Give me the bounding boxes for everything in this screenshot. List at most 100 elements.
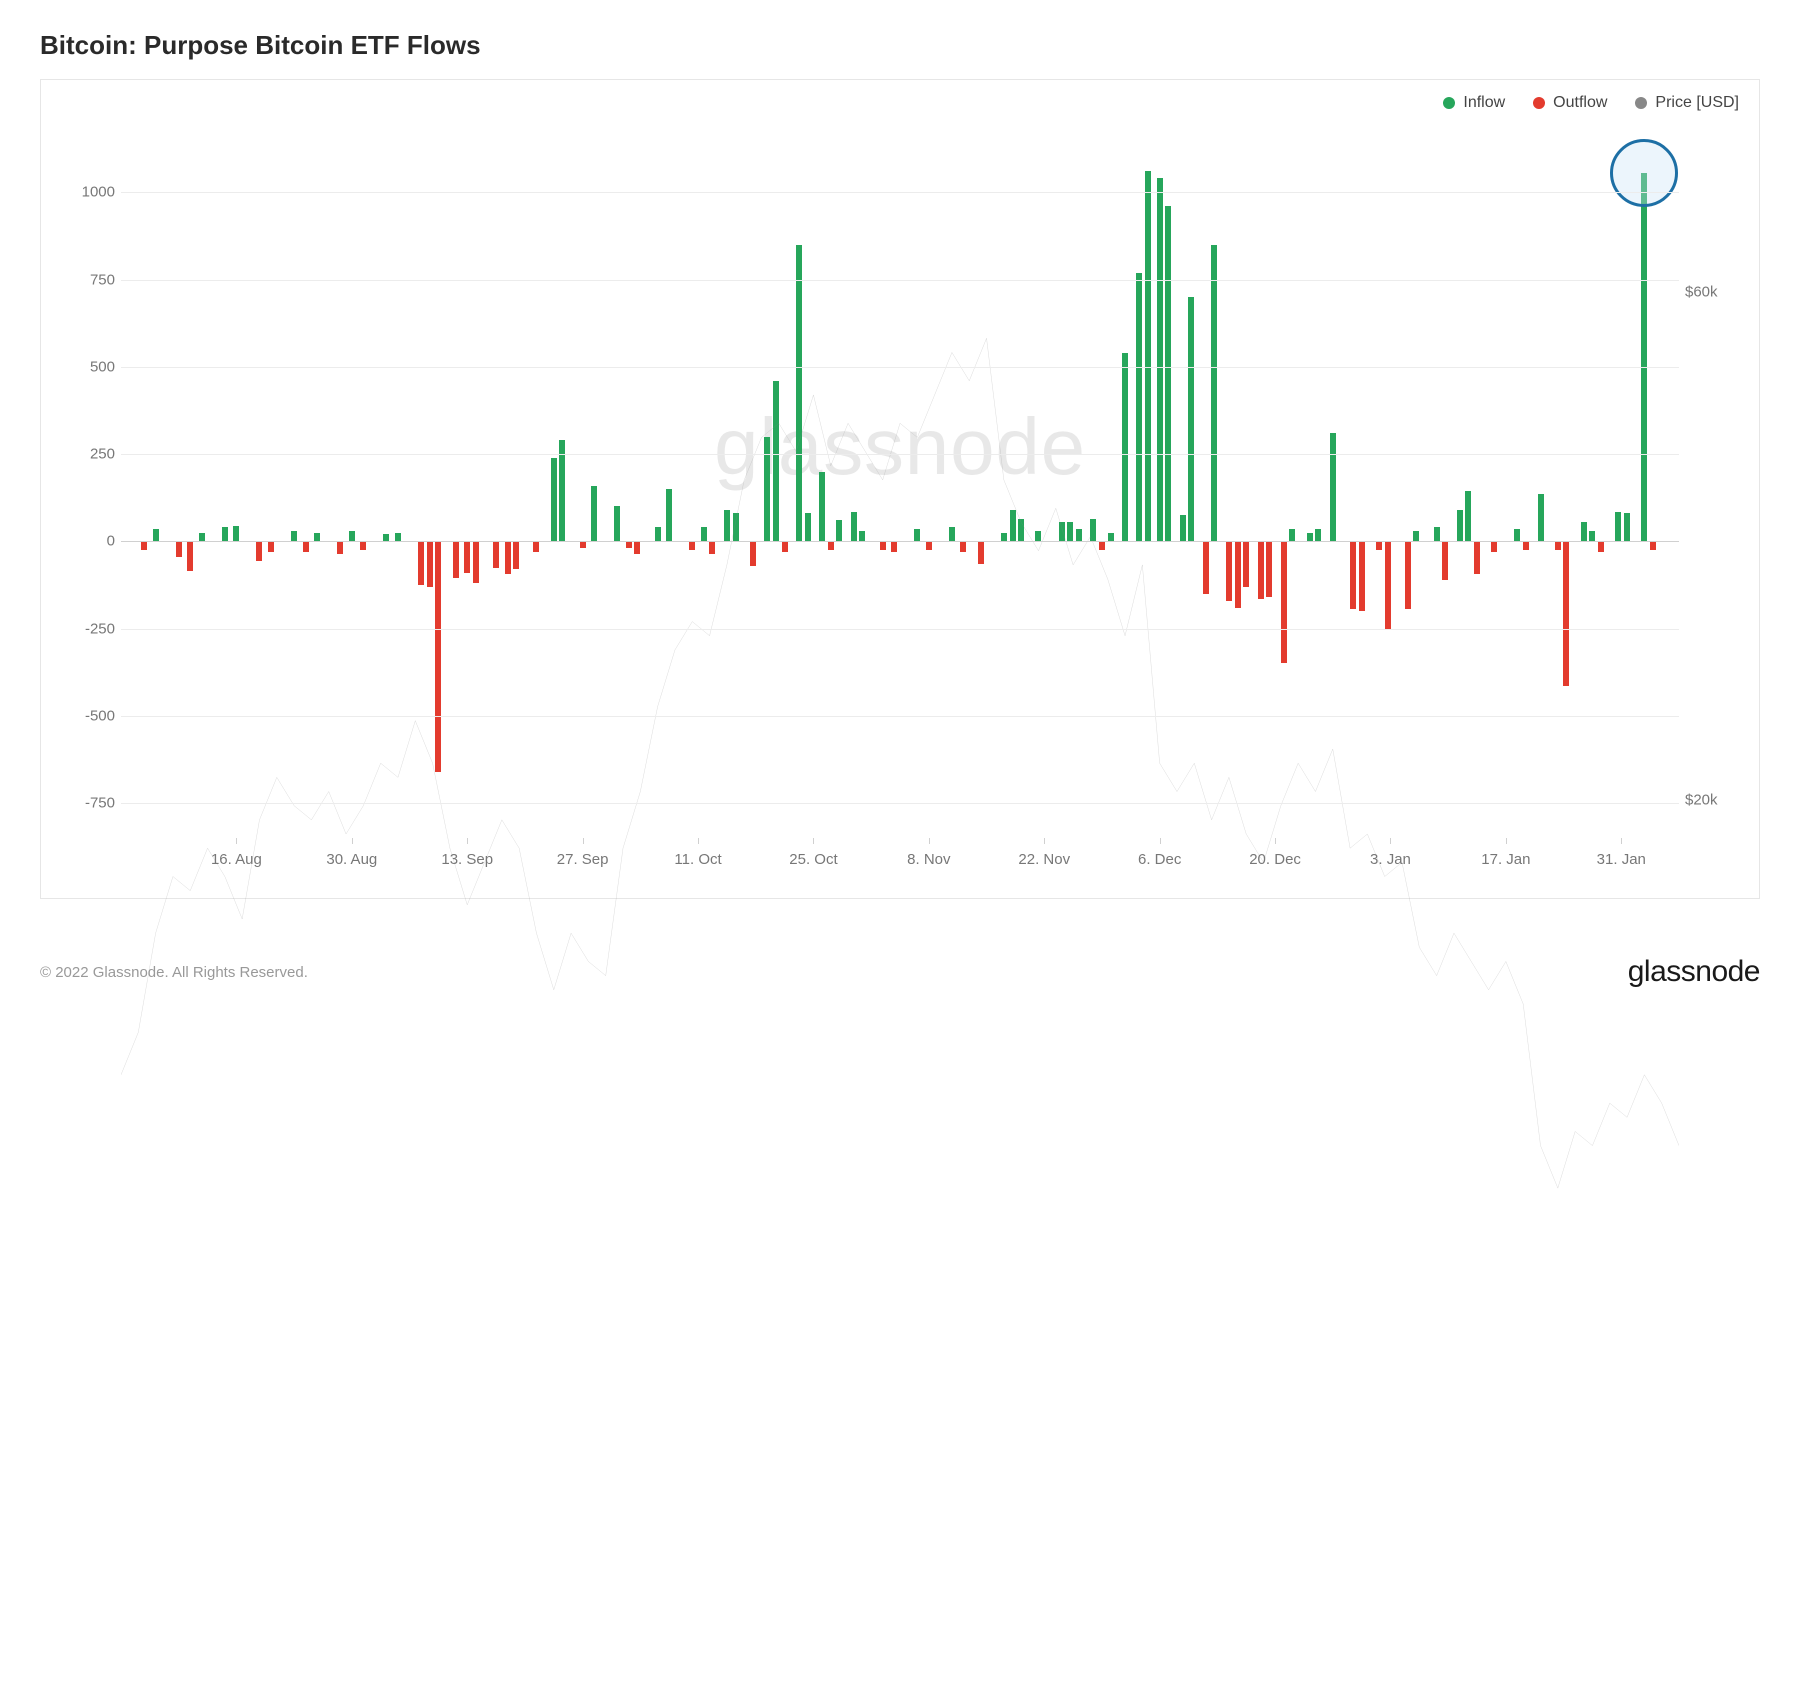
inflow-bar — [796, 245, 802, 542]
x-tick — [352, 838, 353, 844]
outflow-bar — [709, 541, 715, 553]
inflow-bar — [1010, 510, 1016, 541]
outflow-bar — [626, 541, 632, 548]
outflow-bar — [1359, 541, 1365, 611]
outflow-bar — [960, 541, 966, 551]
inflow-bar — [199, 533, 205, 542]
x-tick — [1621, 838, 1622, 844]
inflow-dot-icon — [1443, 97, 1455, 109]
gridline — [121, 716, 1679, 717]
inflow-bar — [233, 526, 239, 542]
x-tick — [583, 838, 584, 844]
y-left-tick-label: 250 — [65, 446, 115, 463]
y-left-tick-label: -750 — [65, 795, 115, 812]
outflow-bar — [1474, 541, 1480, 574]
inflow-bar — [1076, 529, 1082, 541]
legend: Inflow Outflow Price [USD] — [1443, 94, 1739, 112]
chart-title: Bitcoin: Purpose Bitcoin ETF Flows — [40, 30, 1760, 61]
inflow-bar — [655, 527, 661, 541]
outflow-bar — [1385, 541, 1391, 628]
legend-inflow-label: Inflow — [1463, 94, 1505, 112]
gridline — [121, 541, 1679, 542]
outflow-bar — [828, 541, 834, 550]
gridline — [121, 454, 1679, 455]
inflow-bar — [1145, 171, 1151, 541]
y-left-tick-label: -500 — [65, 707, 115, 724]
x-tick — [1275, 838, 1276, 844]
outflow-bar — [1243, 541, 1249, 586]
outflow-bar — [1350, 541, 1356, 609]
inflow-bar — [733, 513, 739, 541]
inflow-bar — [222, 527, 228, 541]
inflow-bar — [1122, 353, 1128, 541]
inflow-bar — [383, 534, 389, 541]
outflow-bar — [493, 541, 499, 567]
gridline — [121, 280, 1679, 281]
outflow-bar — [978, 541, 984, 564]
copyright-text: © 2022 Glassnode. All Rights Reserved. — [40, 964, 308, 981]
inflow-bar — [1457, 510, 1463, 541]
inflow-bar — [1211, 245, 1217, 542]
legend-inflow: Inflow — [1443, 94, 1505, 112]
x-tick — [1160, 838, 1161, 844]
inflow-bar — [1018, 519, 1024, 542]
outflow-bar — [1203, 541, 1209, 593]
legend-outflow-label: Outflow — [1553, 94, 1607, 112]
inflow-bar — [1001, 533, 1007, 542]
x-tick-label: 3. Jan — [1370, 851, 1411, 868]
legend-price: Price [USD] — [1635, 94, 1739, 112]
outflow-bar — [1226, 541, 1232, 600]
x-tick — [236, 838, 237, 844]
outflow-bar — [427, 541, 433, 586]
inflow-bar — [1289, 529, 1295, 541]
inflow-bar — [153, 529, 159, 541]
outflow-bar — [533, 541, 539, 551]
inflow-bar — [764, 437, 770, 542]
inflow-bar — [1615, 512, 1621, 542]
inflow-bar — [773, 381, 779, 542]
inflow-bar — [666, 489, 672, 541]
gridline — [121, 803, 1679, 804]
outflow-bar — [1523, 541, 1529, 550]
inflow-bar — [1413, 531, 1419, 541]
inflow-bar — [1035, 531, 1041, 541]
legend-price-label: Price [USD] — [1655, 94, 1739, 112]
inflow-bar — [1538, 494, 1544, 541]
outflow-bar — [1491, 541, 1497, 551]
inflow-bar — [291, 531, 297, 541]
outflow-bar — [435, 541, 441, 771]
outflow-bar — [1099, 541, 1105, 550]
inflow-bar — [914, 529, 920, 541]
x-tick — [1390, 838, 1391, 844]
outflow-dot-icon — [1533, 97, 1545, 109]
bars-layer — [121, 140, 1679, 838]
x-tick — [1506, 838, 1507, 844]
outflow-bar — [1598, 541, 1604, 551]
x-tick-label: 16. Aug — [211, 851, 262, 868]
x-tick-label: 8. Nov — [907, 851, 950, 868]
x-tick-label: 11. Oct — [674, 851, 721, 868]
outflow-bar — [256, 541, 262, 560]
x-tick-label: 25. Oct — [789, 851, 837, 868]
inflow-bar — [1307, 533, 1313, 542]
outflow-bar — [926, 541, 932, 550]
x-tick-label: 22. Nov — [1018, 851, 1070, 868]
outflow-bar — [360, 541, 366, 550]
outflow-bar — [580, 541, 586, 548]
outflow-bar — [505, 541, 511, 574]
outflow-bar — [1555, 541, 1561, 550]
outflow-bar — [634, 541, 640, 553]
y-left-tick-label: 0 — [65, 533, 115, 550]
inflow-bar — [1165, 206, 1171, 541]
y-left-tick-label: 500 — [65, 358, 115, 375]
outflow-bar — [513, 541, 519, 569]
outflow-bar — [1563, 541, 1569, 686]
outflow-bar — [1405, 541, 1411, 609]
outflow-bar — [464, 541, 470, 572]
inflow-bar — [551, 458, 557, 542]
gridline — [121, 367, 1679, 368]
outflow-bar — [1650, 541, 1656, 550]
inflow-bar — [591, 486, 597, 542]
y-right-tick-label: $60k — [1685, 284, 1735, 301]
outflow-bar — [750, 541, 756, 565]
